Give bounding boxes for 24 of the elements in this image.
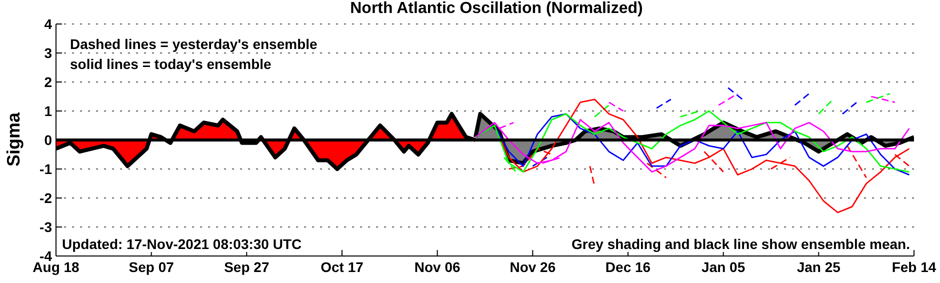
x-tick-label: Jan 05 [702, 258, 746, 275]
x-tick-label: Nov 26 [510, 258, 556, 275]
x-tick-label: Sep 27 [224, 258, 270, 275]
y-tick-label: 4 [44, 16, 52, 32]
y-tick-label: 1 [44, 102, 52, 119]
x-tick-label: Dec 16 [605, 258, 651, 275]
annotation: Dashed lines = yesterday's ensemble [70, 36, 318, 52]
y-axis-title: Sigma [4, 111, 24, 169]
x-tick-label: Sep 07 [128, 258, 174, 275]
x-tick-label: Feb 14 [892, 258, 936, 275]
x-tick-label: Jan 25 [796, 258, 841, 275]
y-tick-label: 3 [44, 44, 52, 61]
x-tick-label: Nov 06 [414, 258, 460, 275]
y-tick-label: -2 [40, 190, 52, 206]
y-tick-label: -1 [40, 160, 52, 177]
y-tick-label: -3 [40, 218, 52, 235]
x-tick-label: Oct 17 [320, 258, 364, 275]
annotation: Updated: 17-Nov-2021 08:03:30 UTC [62, 236, 302, 252]
y-tick-label: 2 [44, 74, 52, 90]
y-tick-label: 0 [44, 132, 52, 148]
annotation: Grey shading and black line show ensemble mean. [572, 236, 910, 252]
chart-title: North Atlantic Oscillation (Normalized) [349, 0, 644, 18]
y-tick-label: -4 [40, 248, 52, 264]
annotation: solid lines = today's ensemble [70, 56, 272, 72]
